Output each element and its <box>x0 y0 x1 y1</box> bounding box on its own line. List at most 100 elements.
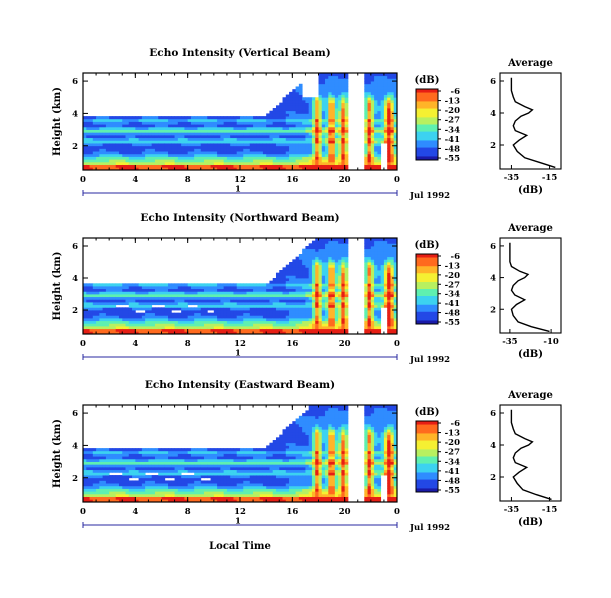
heatmap-cell <box>298 318 303 322</box>
heatmap-cell <box>187 126 192 130</box>
heatmap-cell <box>217 118 221 122</box>
heatmap-cell <box>102 448 107 452</box>
heatmap-cell <box>289 148 293 152</box>
heatmap-cell <box>125 134 130 139</box>
heatmap-cell <box>266 121 270 125</box>
heatmap-cell <box>344 116 349 120</box>
heatmap-cell <box>318 78 323 82</box>
heatmap-cell <box>151 307 156 311</box>
heatmap-cell <box>171 318 175 322</box>
heatmap-cell <box>321 110 326 114</box>
heatmap-cell <box>315 296 319 300</box>
heatmap-cell <box>207 307 211 311</box>
heatmap-cell <box>174 126 179 130</box>
heatmap-cell <box>367 151 372 155</box>
heatmap-cell <box>328 312 332 316</box>
heatmap-cell <box>105 145 110 149</box>
heatmap-cell <box>325 156 329 160</box>
heatmap-cell <box>230 145 234 149</box>
heatmap-cell <box>325 151 329 155</box>
heatmap-cell <box>220 156 225 160</box>
heatmap-cell <box>256 312 261 316</box>
heatmap-cell <box>285 105 290 109</box>
heatmap-cell <box>393 326 398 330</box>
heatmap-cell <box>207 118 211 122</box>
heatmap-cell <box>128 132 133 136</box>
heatmap-cell <box>96 132 100 136</box>
heatmap-cell <box>367 89 372 93</box>
heatmap-cell <box>272 294 277 298</box>
colorbar-tick-label: -27 <box>445 280 460 290</box>
heatmap-cell <box>289 153 293 157</box>
heatmap-cell <box>83 283 87 287</box>
heatmap-cell <box>279 148 283 152</box>
heatmap-cell <box>311 288 316 292</box>
heatmap-cell <box>334 318 339 322</box>
heatmap-cell <box>171 159 175 163</box>
heatmap-cell <box>256 124 261 128</box>
heatmap-cell <box>194 159 198 163</box>
heatmap-cell <box>109 469 113 473</box>
heatmap-cell <box>341 73 346 77</box>
heatmap-cell <box>240 140 244 144</box>
heatmap-cell <box>321 164 326 168</box>
heatmap-cell <box>128 464 133 468</box>
heatmap-cell <box>311 132 316 136</box>
heatmap-cell <box>341 254 346 258</box>
heatmap-cell <box>344 254 349 258</box>
heatmap-cell <box>282 121 287 125</box>
heatmap-cell <box>115 291 120 295</box>
colorbar-swatch <box>416 322 438 325</box>
heatmap-cell <box>220 121 225 125</box>
heatmap-cell <box>295 108 300 112</box>
heatmap-cell <box>266 134 270 139</box>
heatmap-cell <box>390 134 395 139</box>
heatmap-cell <box>184 288 189 292</box>
heatmap-cell <box>328 159 332 163</box>
heatmap-cell <box>367 296 372 300</box>
heatmap-cell <box>105 302 110 306</box>
heatmap-cell <box>213 312 218 316</box>
heatmap-cell <box>125 307 130 311</box>
heatmap-cell <box>141 331 146 335</box>
heatmap-cell <box>377 110 382 114</box>
heatmap-cell <box>83 137 87 141</box>
heatmap-cell <box>292 262 296 266</box>
heatmap-cell <box>374 91 378 95</box>
heatmap-cell <box>204 148 208 152</box>
heatmap-cell <box>99 151 104 155</box>
heatmap-cell <box>370 275 375 279</box>
heatmap-cell <box>331 283 336 287</box>
heatmap-cell <box>282 97 287 101</box>
heatmap-cell <box>262 134 267 139</box>
heatmap-cell <box>311 145 316 149</box>
heatmap-cell <box>240 302 244 306</box>
heatmap-cell <box>308 294 313 298</box>
day-label: 1 <box>235 349 241 359</box>
heatmap-cell <box>380 251 385 255</box>
heatmap-cell <box>243 151 247 155</box>
heatmap-cell <box>285 302 290 306</box>
heatmap-cell <box>302 143 306 147</box>
heatmap-cell <box>266 143 270 147</box>
heatmap-cell <box>148 318 153 322</box>
heatmap-cell <box>338 91 342 95</box>
heatmap-cell <box>86 466 90 471</box>
heatmap-cell <box>197 304 202 308</box>
heatmap-cell <box>112 167 117 171</box>
heatmap-cell <box>236 315 241 319</box>
heatmap-cell <box>308 246 313 250</box>
heatmap-cell <box>190 288 195 292</box>
heatmap-cell <box>154 121 159 125</box>
heatmap-cell <box>341 75 346 79</box>
heatmap-cell <box>308 254 313 258</box>
heatmap-cell <box>220 291 225 295</box>
heatmap-cell <box>115 475 120 479</box>
heatmap-cell <box>200 129 205 133</box>
heatmap-cell <box>115 448 120 452</box>
heatmap-cell <box>187 296 192 300</box>
heatmap-cell <box>122 318 126 322</box>
heatmap-cell <box>305 326 310 330</box>
heatmap-cell <box>393 291 398 295</box>
heatmap-cell <box>269 124 274 128</box>
